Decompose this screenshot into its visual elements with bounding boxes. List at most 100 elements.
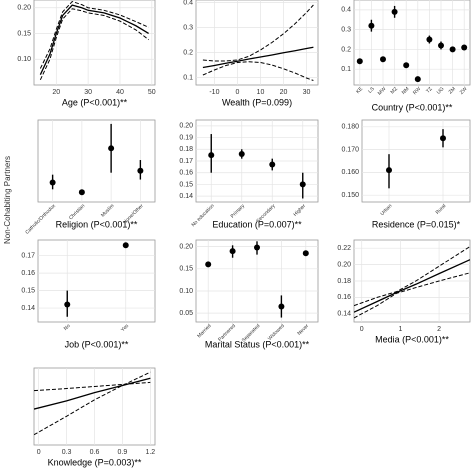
line [202, 61, 314, 81]
x-tick-label: Urban [379, 203, 393, 217]
x-tick-label: Married [196, 323, 212, 339]
point [229, 248, 236, 255]
y-axis-label: Non-Cohabiting Partners [3, 156, 12, 244]
point [205, 261, 212, 268]
point [254, 244, 260, 251]
plot [386, 120, 446, 202]
line [39, 8, 149, 81]
y-tick-label: 0.20 [337, 261, 351, 268]
point [78, 189, 85, 196]
y-tick-label: 0.20 [179, 123, 193, 130]
point [449, 46, 456, 53]
y-tick-label: 0.3 [183, 24, 193, 31]
line [354, 259, 470, 313]
x-tick-label: 40 [116, 89, 124, 96]
y-tick-label: 0.150 [341, 192, 359, 199]
point [302, 250, 309, 257]
point [137, 167, 144, 174]
point [278, 303, 285, 310]
line [202, 46, 314, 69]
panel [353, 0, 471, 86]
x-tick-label: Higher [292, 203, 307, 218]
point [461, 44, 468, 51]
x-tick-label: 20 [280, 89, 288, 96]
y-tick-label: 0.17 [179, 158, 193, 165]
x-tick-label: 30 [303, 89, 311, 96]
point [208, 152, 215, 159]
y-tick-label: 0.20 [17, 5, 31, 12]
point [269, 161, 276, 168]
panel [195, 0, 319, 86]
panel-title: Residence (P=0.015)* [372, 219, 461, 229]
x-tick-label: Primary [230, 203, 247, 220]
panel-title: Education (P=0.007)** [212, 219, 302, 229]
point [299, 181, 306, 188]
point [438, 42, 444, 49]
line [354, 272, 470, 319]
plot [208, 120, 306, 202]
plot [34, 368, 151, 445]
x-tick-label: 10 [257, 89, 265, 96]
y-tick-label: 0.17 [21, 253, 35, 260]
x-tick-label: 20 [52, 89, 60, 96]
x-tick-label: Rural [435, 203, 448, 216]
y-tick-label: 0.1 [341, 66, 351, 73]
x-tick-label: NM [401, 86, 411, 96]
line [34, 377, 151, 410]
point [49, 179, 56, 186]
point [238, 150, 245, 157]
point [380, 56, 386, 63]
y-tick-label: 0.160 [341, 169, 359, 176]
line [354, 246, 470, 307]
point [122, 242, 129, 249]
panel [33, 0, 156, 86]
y-tick-label: 0.4 [183, 0, 193, 6]
x-tick-label: 0 [235, 89, 239, 96]
y-tick-label: 0.15 [179, 266, 193, 273]
x-tick-label: RW [412, 86, 422, 96]
plot [64, 240, 129, 322]
line [34, 371, 151, 436]
panel-title: Job (P<0.001)** [65, 339, 129, 349]
line [39, 0, 149, 69]
line [39, 4, 149, 75]
x-tick-label: ZW [459, 86, 469, 96]
x-tick-label: MZ [390, 86, 399, 95]
point [440, 135, 446, 142]
x-tick-label: Catholic/Orthodox [24, 203, 57, 236]
y-tick-label: 0.170 [341, 146, 359, 153]
point [386, 167, 392, 174]
y-tick-label: 0.15 [179, 181, 193, 188]
y-tick-label: 0.16 [21, 270, 35, 277]
x-tick-label: Muslim [100, 203, 115, 218]
y-tick-label: 0.19 [179, 134, 193, 141]
plot [39, 0, 153, 85]
plot [354, 240, 470, 322]
y-tick-label: 0.4 [341, 7, 351, 14]
y-tick-label: 0.10 [17, 56, 31, 63]
y-tick-label: 0.16 [337, 294, 351, 301]
panel-title: Media (P<0.001)** [375, 334, 449, 344]
y-tick-label: 0.2 [341, 46, 351, 53]
plot [49, 120, 144, 202]
y-tick-label: 0.18 [179, 146, 193, 153]
x-tick-label: 1 [398, 326, 402, 333]
panel-title: Country (P<0.001)** [372, 102, 453, 112]
panel-title: Knowledge (P=0.003)** [48, 457, 142, 467]
y-tick-label: 0.2 [183, 49, 193, 56]
x-tick-label: 0 [360, 326, 364, 333]
point [426, 36, 433, 43]
y-tick-label: 0.14 [21, 305, 35, 312]
x-tick-label: UG [436, 86, 446, 96]
y-tick-label: 0.14 [179, 193, 193, 200]
y-tick-label: 0.16 [179, 170, 193, 177]
x-tick-label: 50 [148, 89, 156, 96]
panel [37, 119, 156, 203]
point [368, 22, 375, 29]
x-tick-label: Never [296, 323, 310, 337]
x-tick-label: MW [377, 86, 388, 97]
panel-title: Wealth (P=0.099) [222, 97, 292, 107]
line [34, 381, 151, 392]
y-tick-label: 0.180 [341, 124, 359, 131]
